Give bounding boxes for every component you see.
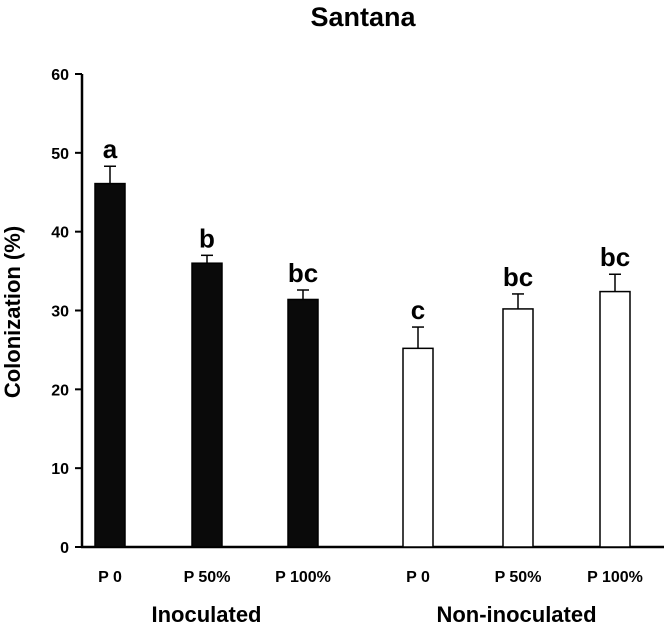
y-tick-label: 20 (51, 382, 69, 399)
significance-letter: b (199, 223, 215, 253)
x-tick-label: P 50% (495, 569, 542, 586)
y-axis-label: Colonization (%) (0, 226, 25, 398)
x-tick-label: P 100% (587, 569, 643, 586)
error-bar (201, 254, 213, 264)
significance-letter: bc (288, 258, 318, 288)
y-tick-label: 40 (51, 225, 69, 242)
error-bar (104, 165, 116, 184)
bar (502, 308, 534, 548)
chart-title: Santana (310, 2, 416, 32)
axes (80, 74, 664, 549)
error-bar (512, 293, 524, 309)
y-tick-label: 60 (51, 67, 69, 84)
group-label: Non-inoculated (436, 602, 596, 625)
y-tick-label: 10 (51, 461, 69, 478)
group-label: Inoculated (151, 602, 261, 625)
bar (402, 347, 434, 548)
error-bars (104, 165, 621, 349)
group-labels: Inoculated Non-inoculated (151, 602, 596, 625)
bar (191, 262, 223, 548)
bar (599, 290, 631, 548)
x-axis-ticks: P 0 P 50% P 100% P 0 P 50% P 100% (98, 569, 643, 586)
significance-letters: a b bc c bc bc (103, 134, 630, 325)
x-tick-label: P 100% (275, 569, 331, 586)
x-tick-label: P 0 (98, 569, 122, 586)
error-bar (609, 273, 621, 292)
bar (94, 182, 126, 548)
error-bar (297, 289, 309, 300)
significance-letter: a (103, 134, 118, 164)
y-tick-label: 30 (51, 304, 69, 321)
x-tick-label: P 50% (184, 569, 231, 586)
bars (94, 182, 631, 548)
error-bar (412, 326, 424, 349)
y-tick-label: 0 (60, 540, 69, 557)
x-tick-label: P 0 (406, 569, 430, 586)
y-axis-ticks: 0 10 20 30 40 50 60 (51, 67, 82, 557)
y-tick-label: 50 (51, 146, 69, 163)
significance-letter: c (411, 295, 425, 325)
significance-letter: bc (600, 242, 630, 272)
bar (287, 298, 319, 548)
significance-letter: bc (503, 262, 533, 292)
